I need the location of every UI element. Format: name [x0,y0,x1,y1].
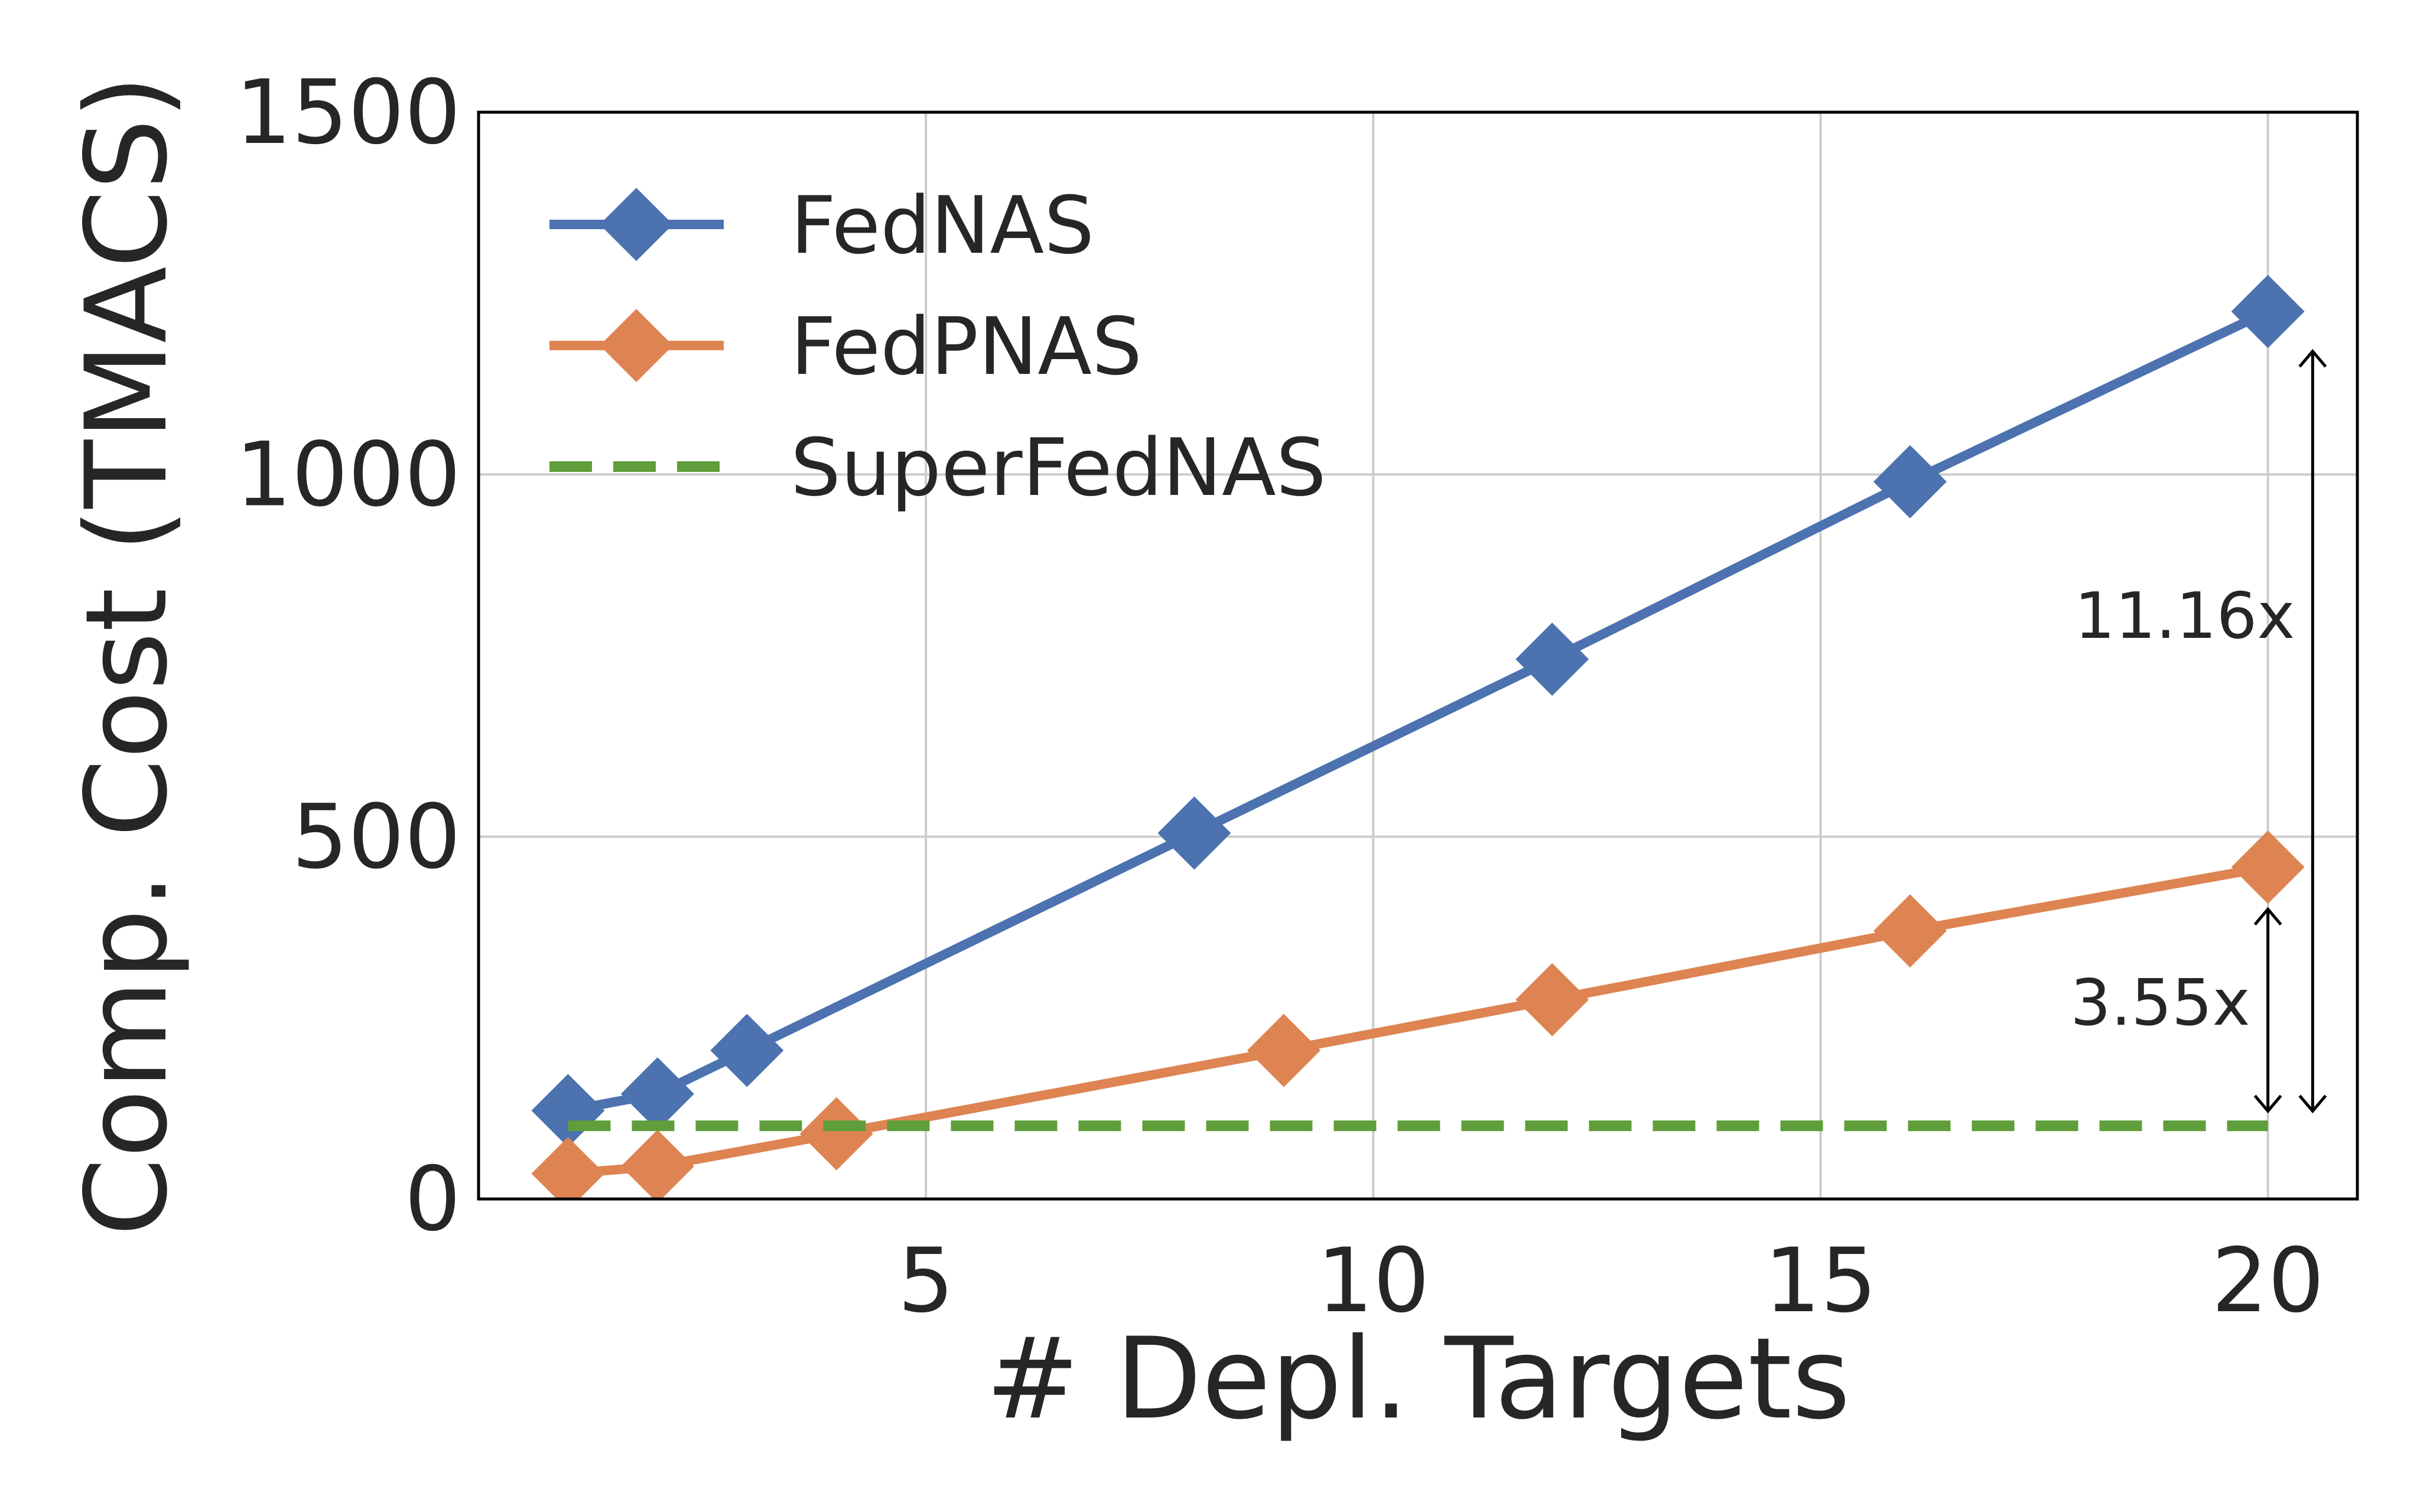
fednas-point [1515,623,1589,696]
x-tick-label: 5 [897,1230,954,1332]
legend: FedNAS FedPNAS SuperFedNAS [549,180,1326,514]
fednas-legend-marker [600,188,673,261]
annotation-arrowhead-top [2253,907,2282,926]
fednas-legend-label: FedNAS [791,180,1094,272]
annotation-layer: 11.16x 3.55x [2070,348,2327,1113]
fednas-point [710,1014,784,1087]
y-tick-label: 1500 [235,61,461,164]
y-tick-label: 1000 [235,423,461,526]
y-axis-label: Comp. Cost (TMACS) [61,75,192,1236]
x-tick-label: 10 [1317,1230,1430,1332]
annotation-label: 3.55x [2070,966,2250,1040]
fedpnas-legend-label: FedPNAS [791,301,1142,393]
annotation-arrowhead-bottom [2253,1094,2282,1113]
superfednas-legend-label: SuperFedNAS [791,422,1326,514]
annotation-arrowhead-top [2298,348,2327,368]
plot-frame [477,110,2359,1201]
x-tick-label: 15 [1764,1230,1877,1332]
fednas-point [1873,445,1947,519]
fednas-point [1157,796,1231,870]
annotation-label: 11.16x [2074,579,2295,653]
fedpnas-point [2231,830,2305,904]
annotation-arrowhead-bottom [2298,1094,2327,1113]
x-axis-label: # Depl. Targets [985,1314,1850,1444]
fedpnas-point [620,1129,694,1199]
fedpnas-point [531,1137,605,1199]
y-tick-label: 0 [405,1148,461,1251]
fedpnas-point [1515,963,1589,1037]
fednas-point [620,1057,694,1131]
x-tick-label: 20 [2211,1230,2324,1332]
series-layer [531,275,2305,1199]
fednas-point [2231,275,2305,348]
fedpnas-point [1247,1014,1320,1087]
fedpnas-point [1873,894,1947,968]
fedpnas-point [799,1097,873,1171]
y-tick-label: 500 [292,786,461,889]
fedpnas-legend-marker [600,309,673,382]
tick-labels: 5 10 15 20 0 500 1000 1500 [235,61,2324,1332]
